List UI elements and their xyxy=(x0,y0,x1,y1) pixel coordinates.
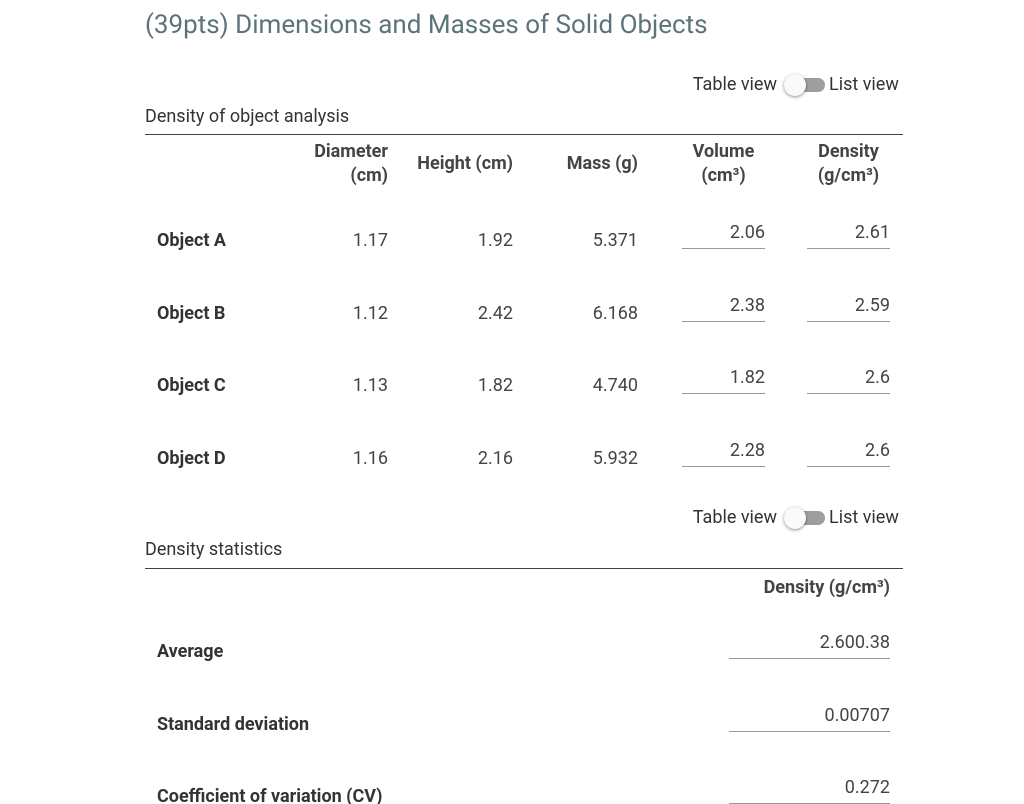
row-label: Object D xyxy=(157,448,226,470)
cell-value: 6.168 xyxy=(592,302,638,324)
row-label: Average xyxy=(157,641,224,662)
input-field[interactable]: 2.38 xyxy=(682,295,765,322)
cell-value: 1.16 xyxy=(352,448,388,470)
cell-value: 1.12 xyxy=(352,302,388,324)
cell-value: 5.371 xyxy=(592,230,638,251)
input-field[interactable]: 2.6 xyxy=(807,367,890,395)
toggle-knob[interactable] xyxy=(784,507,806,529)
input-field[interactable]: 1.82 xyxy=(682,367,765,395)
toggle-label[interactable]: Table view xyxy=(692,74,777,95)
column-header: Density (g/cm³) xyxy=(817,141,880,186)
row-label: Coefficient of variation (CV) xyxy=(157,786,383,804)
input-field[interactable]: 2.06 xyxy=(682,222,765,249)
toggle-knob[interactable] xyxy=(784,74,806,96)
input-field[interactable]: 2.28 xyxy=(682,440,765,468)
toggle-label[interactable]: List view xyxy=(829,74,899,95)
row-label: Object A xyxy=(157,230,226,251)
column-header: Mass (g) xyxy=(566,153,638,174)
cell-value: 2.42 xyxy=(477,302,513,324)
section-caption: Density statistics xyxy=(145,539,283,560)
input-field[interactable]: 0.272 xyxy=(729,777,890,804)
input-field[interactable]: 2.61 xyxy=(807,222,890,249)
cell-value: 1.92 xyxy=(477,230,513,251)
column-header: Height (cm) xyxy=(417,153,513,174)
column-header: Volume (cm³) xyxy=(692,141,755,186)
section-caption: Density of object analysis xyxy=(145,106,350,127)
cell-value: 1.17 xyxy=(352,230,388,251)
toggle-label[interactable]: Table view xyxy=(692,507,777,528)
row-label: Standard deviation xyxy=(157,713,310,735)
cell-value: 1.13 xyxy=(352,375,388,397)
cell-value: 5.932 xyxy=(592,448,638,470)
input-field[interactable]: 0.00707 xyxy=(729,705,890,732)
row-label: Object B xyxy=(157,302,226,324)
input-field[interactable]: 2.6 xyxy=(807,440,890,468)
column-header: Density (g/cm³) xyxy=(763,577,890,598)
column-header: Diameter (cm) xyxy=(314,141,388,186)
cell-value: 4.740 xyxy=(592,375,638,397)
divider xyxy=(145,568,903,569)
input-field[interactable]: 2.600.38 xyxy=(729,632,890,659)
page-title: (39pts) Dimensions and Masses of Solid O… xyxy=(145,10,708,40)
toggle-label[interactable]: List view xyxy=(829,507,899,528)
input-field[interactable]: 2.59 xyxy=(807,295,890,322)
cell-value: 2.16 xyxy=(477,448,513,470)
divider xyxy=(145,134,903,135)
cell-value: 1.82 xyxy=(477,375,513,397)
row-label: Object C xyxy=(157,375,226,397)
